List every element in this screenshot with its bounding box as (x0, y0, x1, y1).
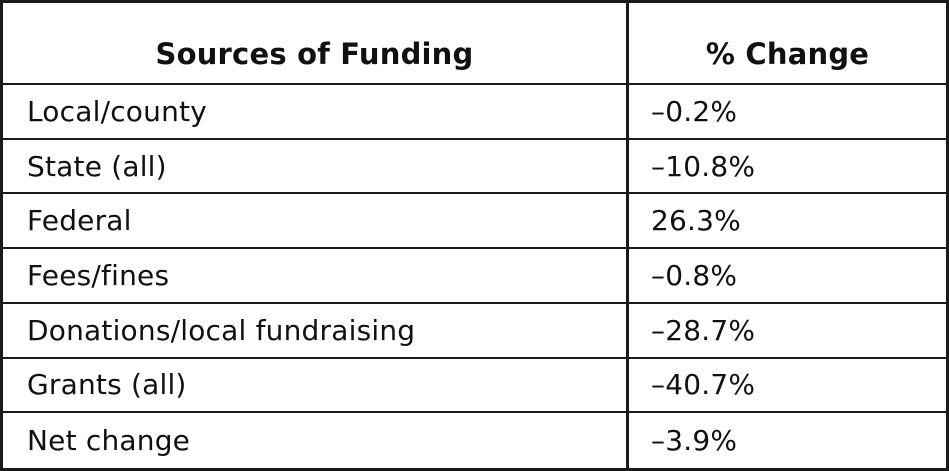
change-cell: –0.2% (629, 85, 946, 140)
source-cell: Net change (3, 413, 629, 468)
change-cell: –3.9% (651, 424, 738, 458)
source-cell: Fees/fines (3, 249, 629, 304)
source-cell: Local/county (3, 85, 629, 140)
source-cell: Donations/local fundraising (3, 303, 629, 359)
change-cell: –0.8% (629, 249, 946, 304)
source-cell: Grants (all) (3, 358, 629, 414)
change-cell: 26.3% (629, 194, 946, 250)
change-cell: –28.7% (629, 304, 946, 359)
change-cell: –40.7% (629, 359, 946, 414)
header-cell: Sources of Funding (3, 3, 629, 85)
source-cell: State (all) (3, 139, 629, 195)
header-cell: % Change (629, 3, 946, 85)
source-cell: Federal (3, 194, 629, 250)
change-cell: –10.8% (629, 140, 946, 195)
